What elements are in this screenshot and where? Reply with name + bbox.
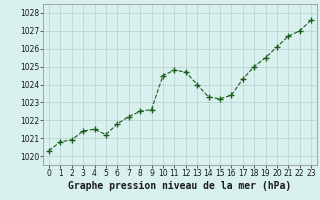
- X-axis label: Graphe pression niveau de la mer (hPa): Graphe pression niveau de la mer (hPa): [68, 181, 292, 191]
